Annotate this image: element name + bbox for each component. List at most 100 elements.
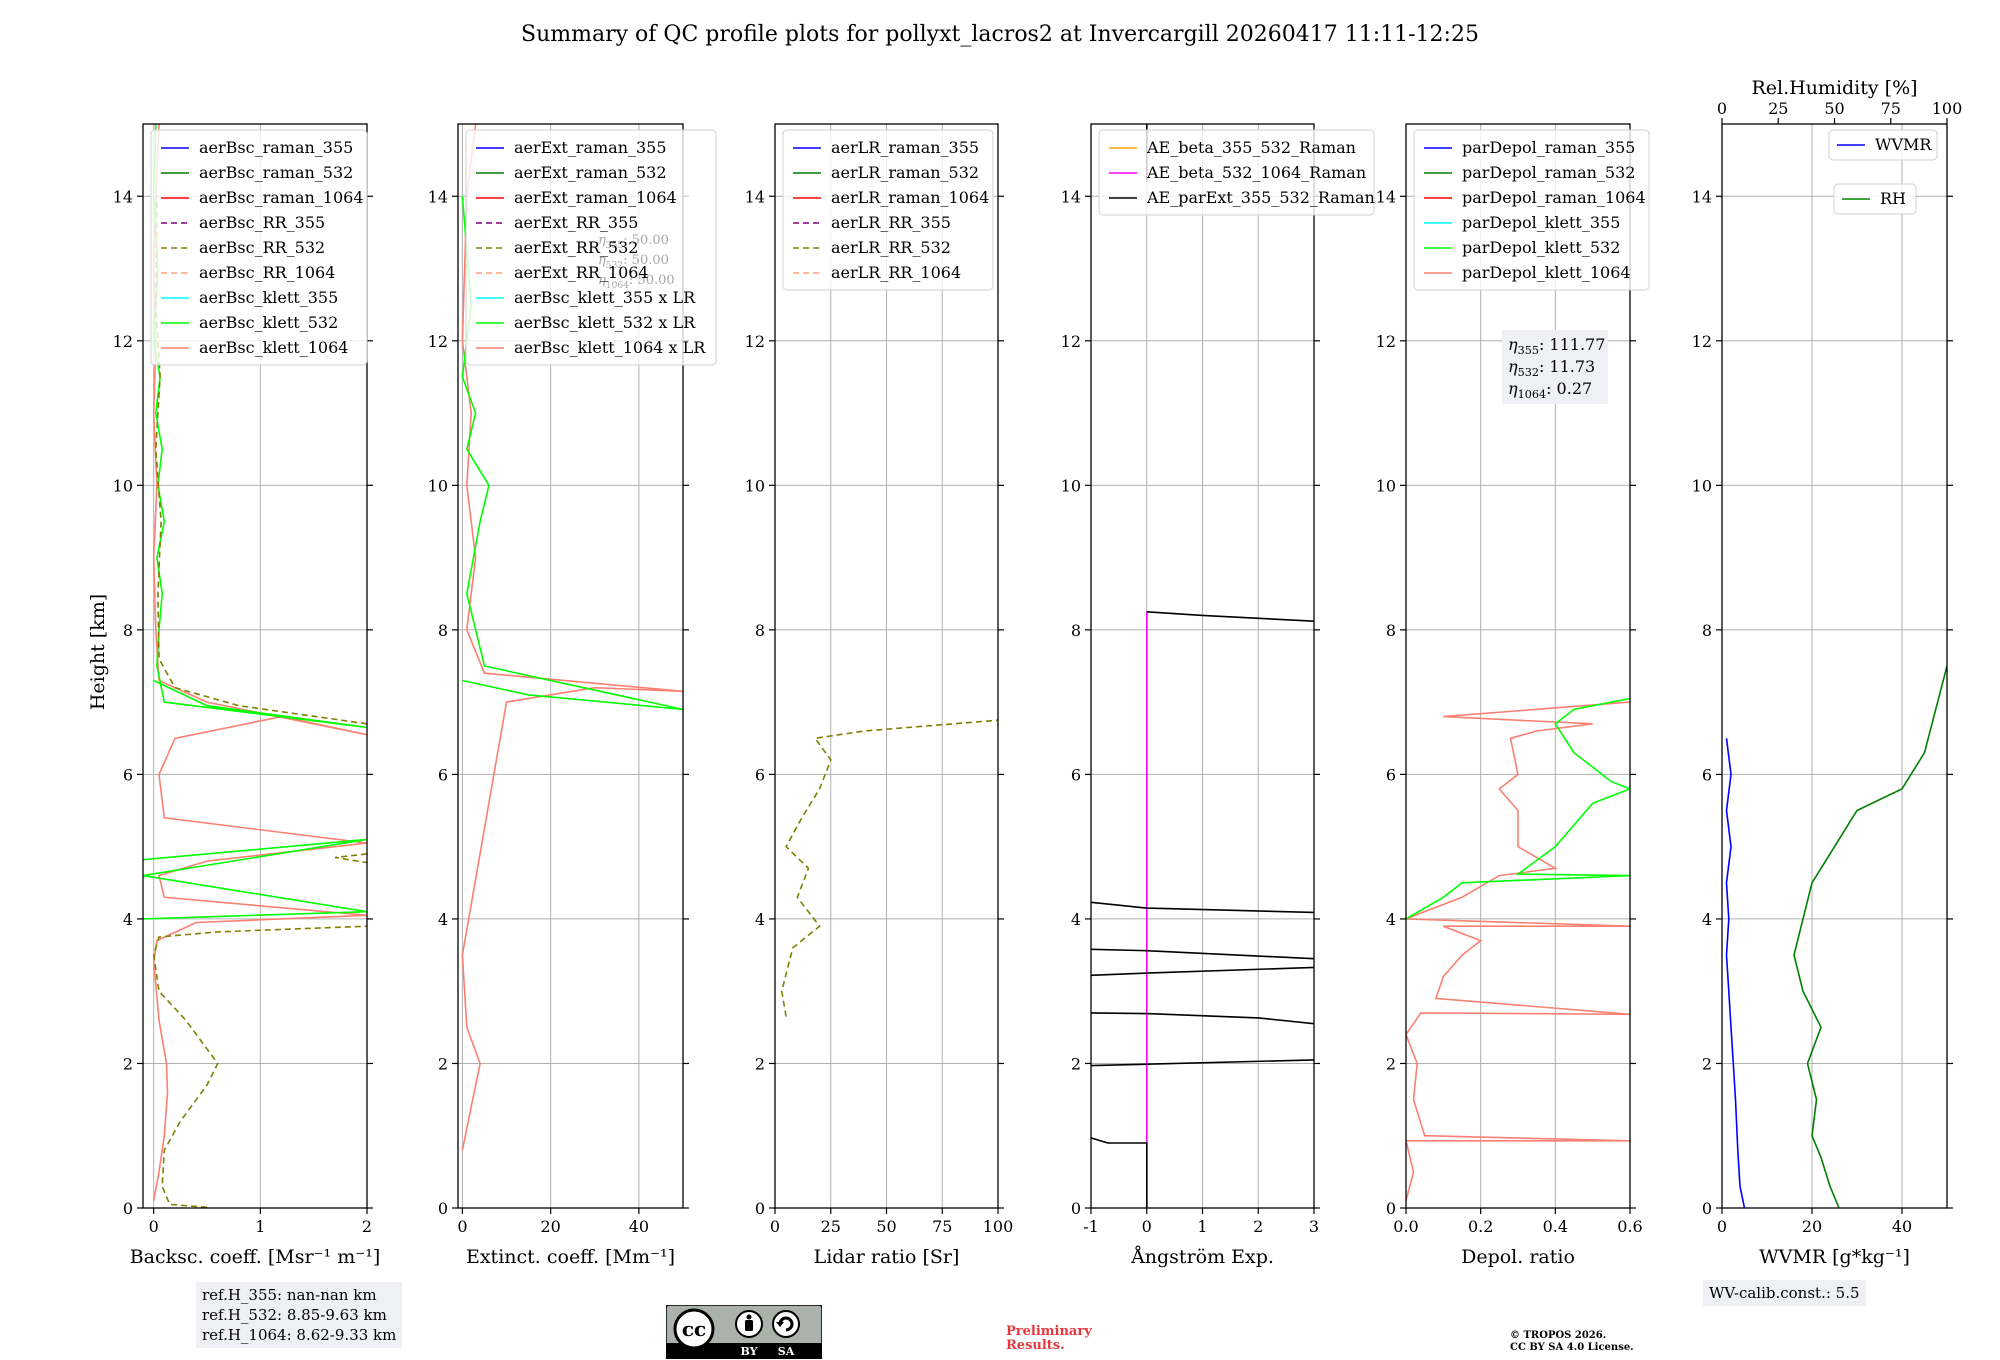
y-tick-label: 14 <box>1376 187 1396 206</box>
x-axis-label: Extinct. coeff. [Mm⁻¹] <box>466 1246 675 1268</box>
y-tick-label: 8 <box>1702 621 1712 640</box>
series-line-AE_parExt_355_532_Raman_4 <box>1091 966 1314 977</box>
series-line-AE_parExt_355_532_Raman_5 <box>1091 948 1314 960</box>
legend: aerBsc_raman_355 aerBsc_raman_532 aerBsc_r… <box>150 129 368 366</box>
x-tick-label: 2 <box>362 1217 372 1236</box>
axes-frame <box>142 123 368 1209</box>
lr-annotation: η355: 50.00 η532: 50.00 η1064: 50.00 <box>598 233 675 291</box>
legend-label: aerLR_raman_1064 <box>831 188 989 207</box>
legend-label: aerBsc_RR_355 <box>199 213 325 232</box>
y-tick-label: 6 <box>1702 765 1712 784</box>
y-tick-label: 2 <box>438 1054 448 1073</box>
axes-frame <box>1405 123 1631 1209</box>
x-axis-label: WVMR [g*kg⁻¹] <box>1759 1246 1910 1268</box>
y-tick-label: 10 <box>1692 476 1712 495</box>
y-tick-label: 8 <box>1071 621 1081 640</box>
series-line-aerBsc_klett_532_low <box>143 838 367 920</box>
x-tick-label: 0 <box>770 1217 780 1236</box>
legend-label: aerExt_raman_1064 <box>514 188 677 207</box>
series-group <box>1725 665 1947 1208</box>
cc-logo-text: cc <box>682 1317 706 1341</box>
legend-label: aerExt_RR_532 <box>514 238 638 257</box>
legend-label: aerExt_raman_532 <box>514 163 667 182</box>
legend: AE_beta_355_532_Raman AE_beta_532_1064_Ra… <box>1098 129 1375 216</box>
y-tick-label: 6 <box>1071 765 1081 784</box>
series-line-aerBsc_RR_532 <box>152 925 367 1208</box>
legend-box <box>150 129 368 366</box>
legend-label: RH <box>1880 189 1906 208</box>
x-axis-label: Depol. ratio <box>1461 1246 1575 1268</box>
legend-label: aerLR_RR_532 <box>831 238 951 257</box>
axes-frame <box>457 123 684 1209</box>
y-tick-label: 10 <box>1061 476 1081 495</box>
y-tick-label: 0 <box>123 1199 133 1218</box>
series-line-RH <box>1793 665 1947 1208</box>
sa-label: SA <box>778 1345 795 1358</box>
x-tick-label: 20 <box>1802 1217 1822 1236</box>
y-tick-label: 6 <box>438 765 448 784</box>
wv-calib-const: WV-calib.const.: 5.5 <box>1709 1284 1860 1302</box>
x-tick-label: 1 <box>1197 1217 1207 1236</box>
legend-label: aerExt_raman_355 <box>514 138 667 157</box>
y-tick-label: 8 <box>755 621 765 640</box>
by-label: BY <box>741 1345 758 1358</box>
series-line-aerBsc_klett_1064 <box>152 124 367 1201</box>
y-tick-label: 8 <box>123 621 133 640</box>
eta-label: η532: 50.00 <box>598 253 669 271</box>
y-tick-label: 14 <box>745 187 765 206</box>
x-tick-label: 100 <box>983 1217 1014 1236</box>
x-tick-label: 40 <box>1892 1217 1912 1236</box>
legend-label: aerBsc_raman_355 <box>199 138 353 157</box>
y-tick-label: 4 <box>1386 910 1396 929</box>
y-tick-label: 12 <box>745 332 765 351</box>
y-tick-label: 14 <box>1692 187 1712 206</box>
legend-label: parDepol_raman_532 <box>1462 163 1635 182</box>
y-tick-label: 6 <box>123 765 133 784</box>
x-tick-label: 25 <box>821 1217 841 1236</box>
series-line-AE_parExt_355_532_Raman_2 <box>1091 1059 1314 1067</box>
legend-label: aerBsc_klett_1064 x LR <box>514 338 706 357</box>
y-tick-label: 14 <box>113 187 133 206</box>
x-tick-label: 0.0 <box>1393 1217 1418 1236</box>
y-tick-label: 12 <box>113 332 133 351</box>
y-tick-label: 2 <box>123 1054 133 1073</box>
x-tick-label: 1 <box>255 1217 265 1236</box>
x-tick-label: 0.6 <box>1617 1217 1642 1236</box>
legend: aerLR_raman_355 aerLR_raman_532 aerLR_rama… <box>782 129 994 291</box>
series-line-parDepol_klett_1064 <box>1406 701 1630 1202</box>
legend-label: aerBsc_raman_532 <box>199 163 353 182</box>
legend-label: aerBsc_klett_355 x LR <box>514 288 696 307</box>
series-line-aerBsc_RR_532_upper <box>334 853 367 864</box>
legend-label: aerLR_raman_532 <box>831 163 979 182</box>
x-tick-label: 0 <box>457 1217 467 1236</box>
legend-label: aerLR_RR_355 <box>831 213 951 232</box>
panel-extinction: 0 20 40 0 2 4 6 8 10 12 14 Extinct. coeff. [Mm⁻¹] ae… <box>428 123 717 1268</box>
series-line-klett_532_xLR <box>461 196 683 711</box>
series-line-aerBsc_RR_532_top <box>154 196 367 725</box>
panel-water_vapor: 0 20 40 0 2 4 6 8 10 12 14 WVMR [g*kg⁻¹] 0 25 50 75 100 R… <box>1692 77 1963 1268</box>
x-tick-label: 3 <box>1309 1217 1319 1236</box>
y-tick-label: 0 <box>1071 1199 1081 1218</box>
y-tick-label: 2 <box>1702 1054 1712 1073</box>
y-tick-label: 12 <box>1061 332 1081 351</box>
series-line-AE_parExt_355_532_Raman_7 <box>1146 611 1314 622</box>
x2-tick-label: 75 <box>1881 99 1901 118</box>
y-tick-label: 12 <box>428 332 448 351</box>
panel-depol: 0.0 0.2 0.4 0.6 0 2 4 6 8 10 12 14 Depol. ratio parDe… <box>1376 123 1650 1268</box>
y-tick-label: 2 <box>755 1054 765 1073</box>
series-line-AE_parExt_355_532_Raman <box>1091 1137 1148 1208</box>
y-tick-label: 8 <box>1386 621 1396 640</box>
legend-label: parDepol_raman_355 <box>1462 138 1635 157</box>
legend-label: aerLR_RR_1064 <box>831 263 961 282</box>
ref-heights-box: ref.H_355: nan-nan km ref.H_532: 8.85-9.… <box>196 1282 403 1348</box>
y-tick-label: 0 <box>1702 1199 1712 1218</box>
legend-box <box>782 129 994 291</box>
y-tick-label: 12 <box>1376 332 1396 351</box>
eta-label: η355: 50.00 <box>598 233 669 251</box>
x-axis-label: Backsc. coeff. [Msr⁻¹ m⁻¹] <box>130 1246 381 1268</box>
y-tick-label: 4 <box>1071 910 1081 929</box>
y-axis-label: Height [km] <box>87 594 109 710</box>
y-tick-label: 2 <box>1386 1054 1396 1073</box>
legend-label: AE_beta_355_532_Raman <box>1146 138 1356 157</box>
